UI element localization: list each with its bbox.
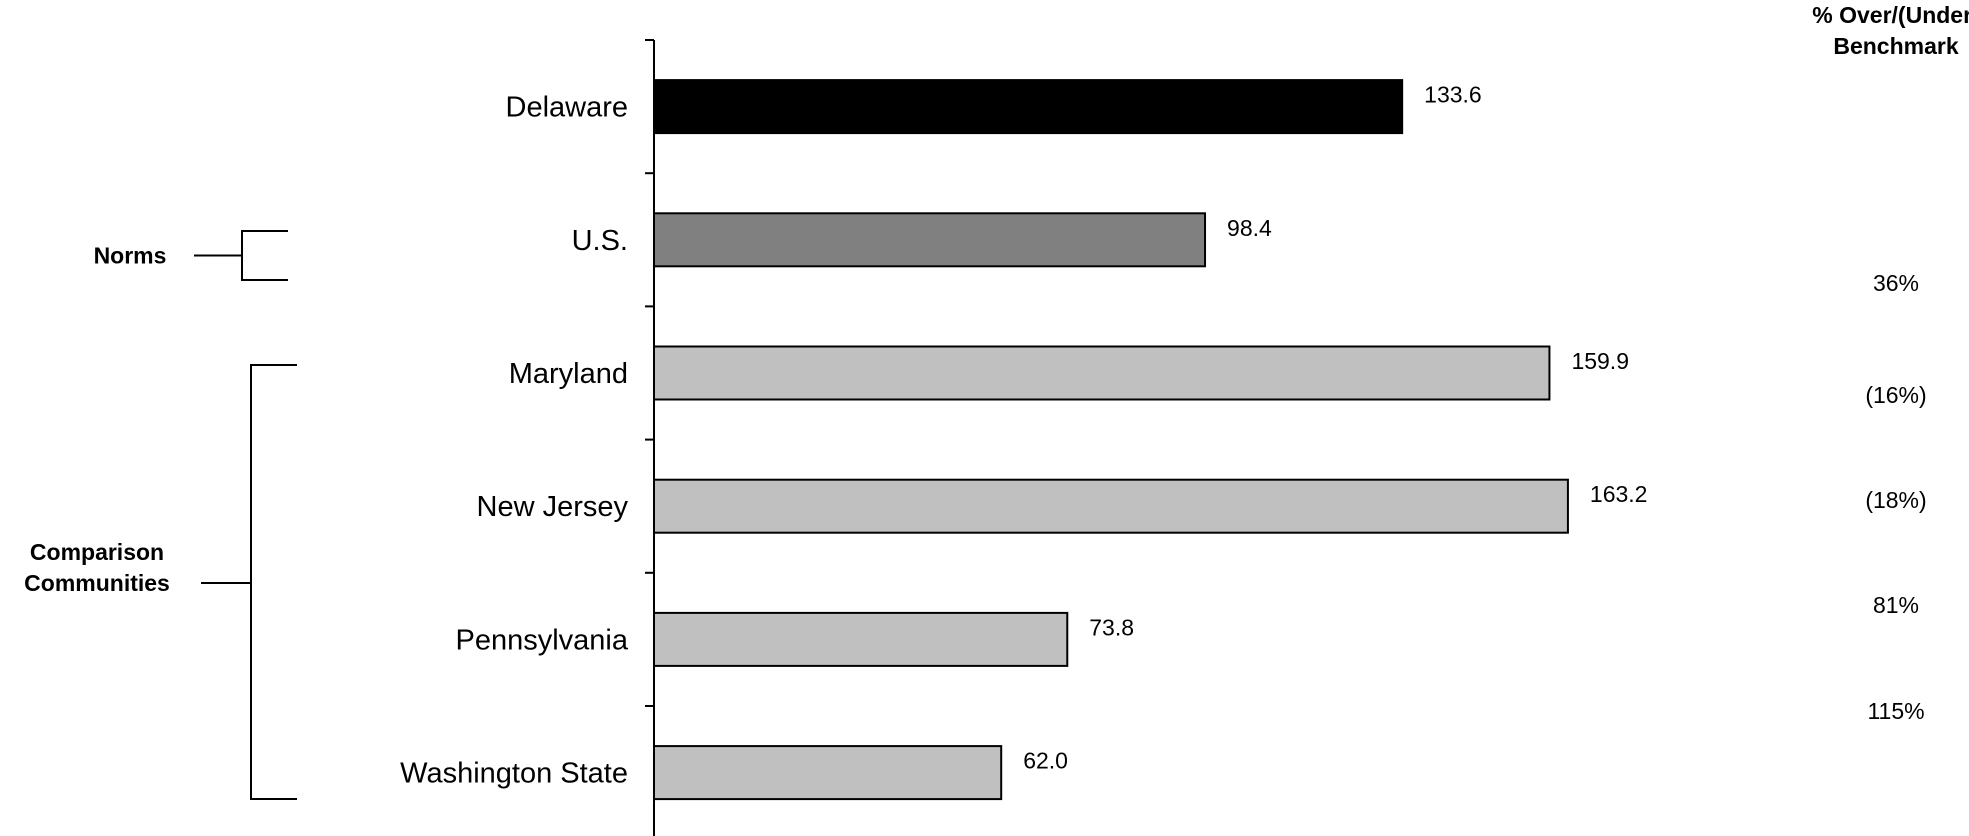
category-label-u-s: U.S. xyxy=(572,225,628,257)
bar-u-s xyxy=(653,212,1207,268)
value-label-pennsylvania: 73.8 xyxy=(1089,614,1134,640)
category-label-maryland: Maryland xyxy=(509,358,628,390)
category-label-washington-state: Washington State xyxy=(400,758,628,790)
value-label-washington-state: 62.0 xyxy=(1023,748,1068,774)
group-label-comparison-communities: Comparison xyxy=(30,539,164,565)
benchmark-value: 36% xyxy=(1873,270,1919,296)
norms-bracket xyxy=(241,230,288,281)
category-labels: Delaware U.S. Maryland New Jersey Pennsylvan… xyxy=(400,92,629,790)
category-label-new-jersey: New Jersey xyxy=(477,491,629,523)
value-label-maryland: 159.9 xyxy=(1571,348,1629,374)
bar-pennsylvania xyxy=(653,611,1069,667)
group-label-comparison-communities: Communities xyxy=(24,570,170,596)
group-label-norms: Norms xyxy=(94,243,167,269)
value-label-u-s: 98.4 xyxy=(1227,215,1272,241)
bar-delaware xyxy=(653,79,1404,135)
benchmark-value: 115% xyxy=(1867,698,1924,724)
value-label-delaware: 133.6 xyxy=(1424,82,1482,108)
y-axis xyxy=(645,39,655,836)
category-label-pennsylvania: Pennsylvania xyxy=(456,624,629,656)
bar-maryland xyxy=(653,345,1551,401)
benchmark-header: Benchmark xyxy=(1833,33,1958,59)
bar-washington-state xyxy=(653,745,1003,801)
category-label-delaware: Delaware xyxy=(506,92,629,124)
benchmark-value: (18%) xyxy=(1865,487,1926,513)
value-labels: 133.6 98.4 159.9 163.2 73.8 62.0 xyxy=(1023,82,1647,774)
bars xyxy=(653,79,1569,801)
value-label-new-jersey: 163.2 xyxy=(1590,481,1648,507)
benchmark-value: 81% xyxy=(1873,592,1919,618)
benchmark-value: (16%) xyxy=(1865,382,1926,408)
comparison-communities-bracket xyxy=(250,364,297,800)
benchmark-column: % Over/(Under) Benchmark 36% (16%) (18%) 81% 1… xyxy=(1812,2,1969,724)
benchmark-header: % Over/(Under) xyxy=(1812,2,1969,28)
bar-new-jersey xyxy=(653,478,1569,534)
group-brackets: Norms Comparison Communities xyxy=(24,230,297,800)
